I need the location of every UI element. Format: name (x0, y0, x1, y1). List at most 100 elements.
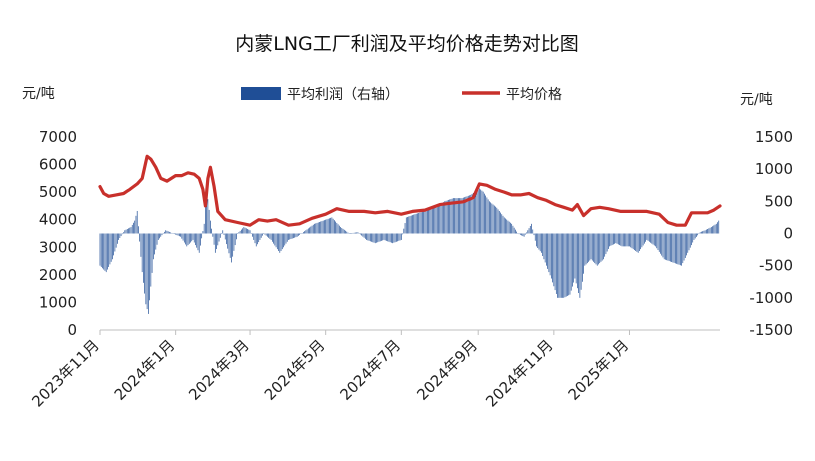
profit-bar (578, 233, 579, 294)
profit-bar (248, 229, 250, 234)
profit-bar (314, 223, 315, 234)
profit-bar (369, 233, 371, 242)
profit-bar (490, 202, 491, 234)
profit-bar (650, 233, 651, 243)
right-tick-label: -1000 (749, 289, 793, 307)
profit-bar (698, 233, 700, 234)
left-tick-label: 6000 (39, 156, 77, 174)
profit-bar (507, 220, 509, 234)
profit-bar (424, 210, 426, 234)
profit-bar (324, 220, 325, 234)
profit-bar (538, 233, 540, 250)
profit-bar (626, 233, 628, 247)
profit-bar (307, 228, 309, 234)
profit-bar (117, 233, 118, 244)
profit-bar (501, 214, 503, 234)
profit-bar (707, 229, 708, 234)
profit-bar (157, 233, 159, 240)
profit-bar (245, 228, 247, 234)
profit-bar (202, 231, 204, 234)
profit-bar (108, 233, 110, 267)
profit-bar (430, 208, 432, 234)
profit-bar (516, 231, 517, 234)
profit-bar (692, 233, 694, 243)
profit-bar (648, 233, 650, 242)
profit-bar (181, 233, 183, 239)
profit-bar (382, 233, 384, 241)
profit-bar (329, 218, 330, 234)
profit-bar (701, 231, 702, 234)
profit-bar (629, 233, 630, 247)
profit-bar (523, 233, 525, 237)
profit-bar (515, 229, 516, 234)
profit-bar (112, 233, 113, 260)
profit-bar (419, 212, 421, 234)
profit-bar (280, 233, 282, 251)
profit-bar (564, 233, 566, 298)
profit-bar (524, 233, 526, 235)
profit-bar (573, 233, 575, 283)
profit-bar (543, 233, 545, 260)
profit-bar (169, 231, 170, 234)
profit-bar (641, 233, 643, 248)
profit-bar (321, 221, 323, 234)
profit-bar (200, 233, 201, 246)
profit-bar (508, 221, 510, 234)
profit-bar (171, 232, 173, 234)
profit-bar (351, 233, 353, 234)
left-tick-label: 0 (67, 321, 77, 339)
profit-bar (498, 210, 500, 234)
profit-bar (131, 224, 133, 234)
profit-bar (459, 198, 460, 234)
profit-bar (272, 233, 273, 242)
profit-bar (671, 233, 672, 262)
profit-bar (489, 201, 490, 234)
profit-bar (167, 231, 169, 234)
profit-bar (439, 204, 441, 234)
profit-bar (146, 233, 148, 310)
profit-bar (397, 233, 398, 242)
profit-bar (343, 229, 345, 234)
right-tick-label: 1000 (755, 160, 793, 178)
profit-bar (455, 198, 457, 234)
profit-bar (119, 233, 121, 238)
profit-bar (620, 233, 622, 246)
profit-bar (511, 223, 513, 234)
profit-bar (644, 233, 645, 244)
profit-bar (129, 227, 131, 234)
profit-bar (125, 229, 127, 234)
profit-bar (259, 233, 261, 240)
profit-bar (295, 233, 297, 238)
profit-bar (481, 190, 483, 234)
profit-bar (438, 205, 439, 234)
profit-bar (244, 227, 246, 234)
profit-bar (234, 233, 236, 246)
profit-bar (381, 233, 382, 241)
profit-bar (327, 218, 329, 234)
profit-bar (582, 233, 583, 282)
profit-bar (465, 196, 467, 234)
profit-bar (172, 233, 174, 234)
profit-bar (219, 233, 221, 238)
x-tick-label: 2024年11月 (482, 336, 556, 410)
profit-bar (451, 198, 453, 234)
profit-bar (223, 233, 225, 235)
profit-bar (549, 233, 551, 276)
x-tick-label: 2023年11月 (28, 336, 102, 410)
profit-bar (610, 233, 612, 246)
profit-bar (405, 217, 407, 234)
profit-bar (661, 233, 663, 256)
profit-bar (682, 233, 684, 264)
profit-bar (378, 233, 380, 242)
profit-bar (322, 220, 324, 234)
profit-bar (429, 209, 431, 234)
profit-bar (306, 229, 308, 234)
profit-bar (165, 230, 167, 234)
profit-bar (135, 215, 137, 234)
profit-bar (388, 233, 390, 242)
profit-bar (345, 230, 346, 234)
profit-bar (583, 233, 584, 274)
profit-bar (521, 233, 522, 236)
profit-bar (185, 233, 186, 245)
profit-bar (537, 233, 539, 248)
